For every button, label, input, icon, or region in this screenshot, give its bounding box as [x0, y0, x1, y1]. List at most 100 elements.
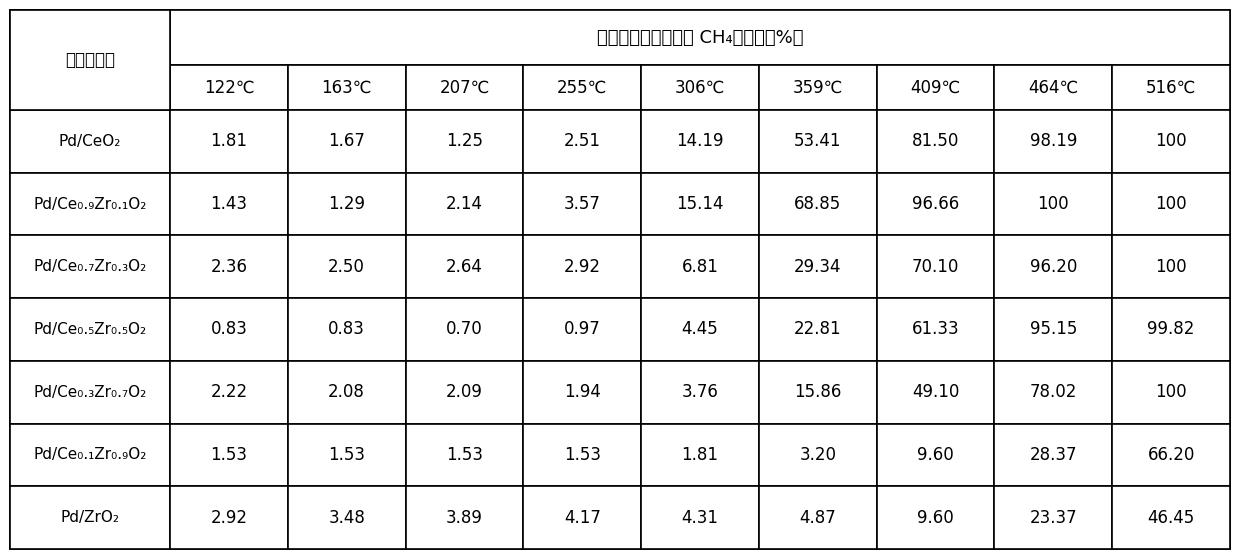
Bar [170, 65, 288, 110]
Bar [288, 361, 405, 424]
Bar [1112, 424, 1230, 486]
Bar [994, 65, 1112, 110]
Text: 81.50: 81.50 [911, 132, 960, 150]
Bar [523, 361, 641, 424]
Text: 2.50: 2.50 [329, 258, 365, 276]
Text: 0.83: 0.83 [329, 320, 365, 339]
Text: 3.48: 3.48 [329, 509, 365, 527]
Text: 1.94: 1.94 [564, 383, 600, 401]
Bar [994, 173, 1112, 235]
Text: 68.85: 68.85 [794, 195, 842, 213]
Text: 1.43: 1.43 [211, 195, 248, 213]
Text: Pd/CeO₂: Pd/CeO₂ [58, 134, 122, 149]
Bar [759, 65, 877, 110]
Bar [405, 298, 523, 361]
Text: 99.82: 99.82 [1147, 320, 1195, 339]
Bar [641, 298, 759, 361]
Bar [1112, 65, 1230, 110]
Bar [641, 486, 759, 549]
Bar [877, 424, 994, 486]
Text: Pd/Ce₀.₉Zr₀.₁O₂: Pd/Ce₀.₉Zr₀.₁O₂ [33, 197, 146, 211]
Text: Pd/ZrO₂: Pd/ZrO₂ [61, 510, 119, 525]
Bar [877, 486, 994, 549]
Text: 2.14: 2.14 [446, 195, 482, 213]
Text: 1.53: 1.53 [329, 446, 365, 464]
Bar [994, 235, 1112, 298]
Bar [170, 110, 288, 173]
Text: 49.10: 49.10 [911, 383, 960, 401]
Text: 2.64: 2.64 [446, 258, 482, 276]
Text: 3.20: 3.20 [800, 446, 836, 464]
Text: 2.09: 2.09 [446, 383, 482, 401]
Bar [994, 298, 1112, 361]
Text: 2.22: 2.22 [211, 383, 248, 401]
Bar [10, 10, 170, 110]
Bar [523, 173, 641, 235]
Text: 464℃: 464℃ [1028, 78, 1079, 97]
Text: 15.14: 15.14 [676, 195, 724, 213]
Text: 306℃: 306℃ [675, 78, 725, 97]
Text: 122℃: 122℃ [203, 78, 254, 97]
Text: 163℃: 163℃ [321, 78, 372, 97]
Bar [759, 235, 877, 298]
Bar [994, 486, 1112, 549]
Bar [994, 110, 1112, 173]
Bar [759, 361, 877, 424]
Text: 28.37: 28.37 [1029, 446, 1078, 464]
Text: 100: 100 [1156, 195, 1187, 213]
Text: 1.67: 1.67 [329, 132, 365, 150]
Bar [10, 235, 170, 298]
Text: 0.83: 0.83 [211, 320, 247, 339]
Text: 95.15: 95.15 [1029, 320, 1078, 339]
Bar [10, 65, 170, 110]
Bar [759, 486, 877, 549]
Text: 100: 100 [1156, 258, 1187, 276]
Text: 9.60: 9.60 [918, 509, 954, 527]
Bar [170, 424, 288, 486]
Text: 0.70: 0.70 [446, 320, 482, 339]
Bar [523, 424, 641, 486]
Bar [1112, 486, 1230, 549]
Bar [523, 235, 641, 298]
Bar [523, 298, 641, 361]
Bar [877, 361, 994, 424]
Text: 4.45: 4.45 [682, 320, 718, 339]
Bar [641, 424, 759, 486]
Bar [641, 110, 759, 173]
Text: 4.87: 4.87 [800, 509, 836, 527]
Text: 29.34: 29.34 [794, 258, 842, 276]
Bar [405, 173, 523, 235]
Bar [1112, 298, 1230, 361]
Text: 9.60: 9.60 [918, 446, 954, 464]
Text: 14.19: 14.19 [676, 132, 724, 150]
Text: 70.10: 70.10 [911, 258, 960, 276]
Bar [641, 173, 759, 235]
Text: 4.31: 4.31 [682, 509, 718, 527]
Text: 96.20: 96.20 [1029, 258, 1078, 276]
Bar [641, 65, 759, 110]
Bar [1112, 110, 1230, 173]
Bar [523, 110, 641, 173]
Bar [288, 486, 405, 549]
Text: 2.51: 2.51 [564, 132, 600, 150]
Text: 2.08: 2.08 [329, 383, 365, 401]
Bar [877, 65, 994, 110]
Bar [1112, 235, 1230, 298]
Bar [877, 173, 994, 235]
Bar [288, 424, 405, 486]
Bar [994, 424, 1112, 486]
Bar [405, 65, 523, 110]
Bar [288, 173, 405, 235]
Text: 催化剂组成: 催化剂组成 [64, 51, 115, 69]
Text: 2.36: 2.36 [211, 258, 248, 276]
Text: 66.20: 66.20 [1147, 446, 1195, 464]
Bar [10, 10, 170, 65]
Bar [288, 110, 405, 173]
Bar [170, 361, 288, 424]
Bar [759, 424, 877, 486]
Bar [877, 110, 994, 173]
Bar [170, 298, 288, 361]
Text: 6.81: 6.81 [682, 258, 718, 276]
Bar [405, 486, 523, 549]
Bar [10, 361, 170, 424]
